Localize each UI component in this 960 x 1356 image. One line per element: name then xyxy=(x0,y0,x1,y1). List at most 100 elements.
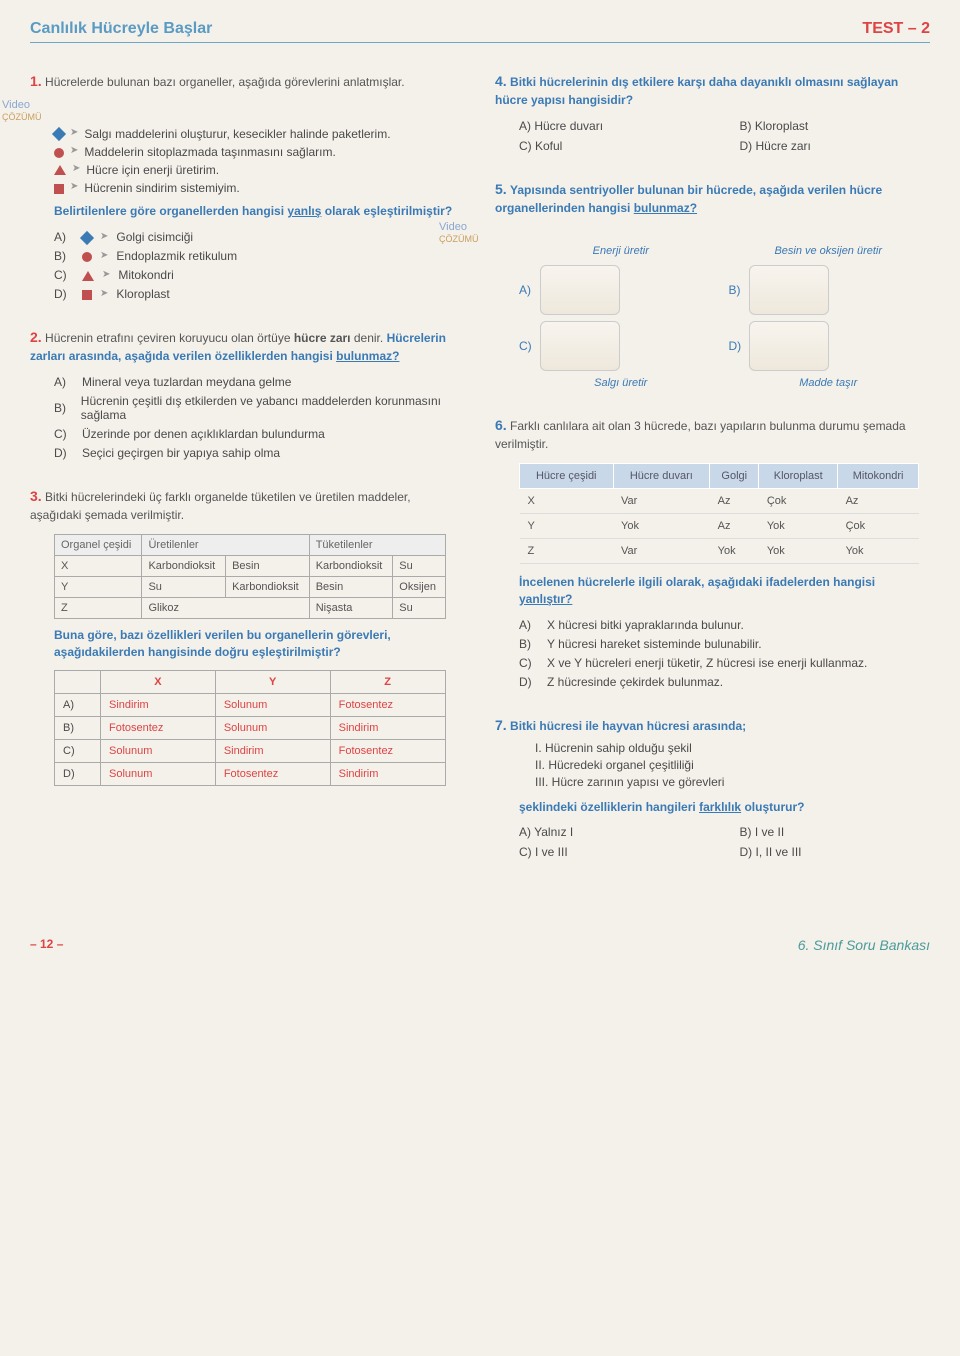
q5-c1: Enerji üretir xyxy=(519,245,723,257)
opt-label: B) xyxy=(519,637,539,651)
cell: Solunum xyxy=(215,717,330,740)
cell: Yok xyxy=(759,514,838,539)
q4-b: Kloroplast xyxy=(755,119,808,133)
q3-answer-table: X Y Z A)SindirimSolunumFotosentez B)Foto… xyxy=(54,670,446,786)
opt-label: C) xyxy=(54,427,74,441)
q6-p1: İncelenen hücrelerle ilgili olarak, aşağ… xyxy=(519,575,875,589)
cell: Su xyxy=(393,555,445,576)
cell: Karbondioksit xyxy=(309,555,393,576)
right-column: 4. Bitki hücrelerinin dış etkilere karşı… xyxy=(495,73,930,887)
q2-opt-b: B)Hücrenin çeşitli dış etkilerden ve yab… xyxy=(54,394,465,422)
cell: Besin xyxy=(226,555,310,576)
q6-d: Z hücresinde çekirdek bulunmaz. xyxy=(547,675,723,689)
cell: Solunum xyxy=(100,740,215,763)
cell: Yok xyxy=(838,539,919,564)
q1-b: Endoplazmik retikulum xyxy=(116,249,237,263)
q1-opt-c: C)➤Mitokondri xyxy=(54,268,465,282)
cell: A) xyxy=(55,694,101,717)
cell: Az xyxy=(838,489,919,514)
q7-num: 7. xyxy=(495,717,507,733)
cell: Fotosentez xyxy=(330,694,445,717)
q2-tu: bulunmaz? xyxy=(336,349,399,363)
cell xyxy=(55,671,101,694)
q6-th1: Hücre çeşidi xyxy=(520,464,614,489)
q3-th1: Organel çeşidi xyxy=(55,534,142,555)
organelle-icon xyxy=(749,265,829,315)
q1-prompt: Belirtilenlere göre organellerden hangis… xyxy=(54,203,465,220)
question-7: 7. Bitki hücresi ile hayvan hücresi aras… xyxy=(495,717,930,860)
q2-tb: hücre zarı xyxy=(294,331,351,345)
q7-a: Yalnız I xyxy=(534,825,573,839)
q4-opt-d: D) Hücre zarı xyxy=(740,139,931,153)
cell: X xyxy=(55,555,142,576)
table-row: X Karbondioksit Besin Karbondioksit Su xyxy=(55,555,446,576)
arrow-icon: ➤ xyxy=(70,145,78,156)
q6-options: A)X hücresi bitki yapraklarında bulunur.… xyxy=(519,618,930,689)
cell: Y xyxy=(520,514,614,539)
organelle-icon xyxy=(540,321,620,371)
opt-label: D) xyxy=(54,287,74,301)
q2-a: Mineral veya tuzlardan meydana gelme xyxy=(82,375,291,389)
q5-lc: C) xyxy=(519,339,532,353)
q7-roman: I. Hücrenin sahip olduğu şekil II. Hücre… xyxy=(535,741,930,789)
q1-b4-text: Hücrenin sindirim sistemiyim. xyxy=(84,181,239,195)
square-icon xyxy=(54,184,64,194)
cell: Var xyxy=(613,489,710,514)
q5-c4: Madde taşır xyxy=(727,377,931,389)
q2-t2: denir. xyxy=(351,331,387,345)
q2-text: Hücrenin etrafını çeviren koruyucu olan … xyxy=(30,331,446,363)
cell: Besin xyxy=(309,576,393,597)
q4-c: Koful xyxy=(535,139,562,153)
footer-bank: 6. Sınıf Soru Bankası xyxy=(798,937,930,953)
cell: Sindirim xyxy=(330,717,445,740)
q6-table: Hücre çeşidi Hücre duvarı Golgi Kloropla… xyxy=(519,463,919,564)
table-row: ZVarYokYokYok xyxy=(520,539,919,564)
q1-b2: ➤ Maddelerin sitoplazmada taşınmasını sağ… xyxy=(54,145,465,159)
square-icon xyxy=(82,290,92,300)
video-sub-text: ÇÖZÜMÜ xyxy=(439,234,479,244)
page-footer: – 12 – 6. Sınıf Soru Bankası xyxy=(30,927,930,953)
q5-captions-bot: Salgı üretir Madde taşır xyxy=(519,377,930,389)
q7-iii: III. Hücre zarının yapısı ve görevleri xyxy=(535,775,930,789)
video-label-text: Video xyxy=(2,99,30,111)
q4-d: Hücre zarı xyxy=(756,139,811,153)
q1-opt-a: A)➤Golgi cisimciği xyxy=(54,230,465,244)
q5-ld: D) xyxy=(729,339,742,353)
q2-opt-c: C)Üzerinde por denen açıklıklardan bulun… xyxy=(54,427,465,441)
organelle-icon xyxy=(540,265,620,315)
cell: Karbondioksit xyxy=(226,576,310,597)
arrow-icon: ➤ xyxy=(70,181,78,192)
q6-a: X hücresi bitki yapraklarında bulunur. xyxy=(547,618,744,632)
q3-prompt: Buna göre, bazı özellikleri verilen bu o… xyxy=(54,627,465,661)
cell: Çok xyxy=(759,489,838,514)
cell: B) xyxy=(55,717,101,740)
cell: Solunum xyxy=(100,763,215,786)
circle-icon xyxy=(82,252,92,262)
question-1: 1. Hücrelerde bulunan bazı organeller, a… xyxy=(30,73,465,301)
question-4: 4. Bitki hücrelerinin dış etkilere karşı… xyxy=(495,73,930,153)
q6-opt-c: C)X ve Y hücreleri enerji tüketir, Z hüc… xyxy=(519,656,930,670)
cell: Nişasta xyxy=(309,597,393,618)
q5-c3: Salgı üretir xyxy=(519,377,723,389)
q7-options: A) Yalnız I B) I ve II C) I ve III D) I,… xyxy=(519,825,930,859)
cell: Glikoz xyxy=(142,597,309,618)
table-row: X Y Z xyxy=(55,671,446,694)
q2-t1: Hücrenin etrafını çeviren koruyucu olan … xyxy=(45,331,294,345)
table-row: Y Su Karbondioksit Besin Oksijen xyxy=(55,576,446,597)
diamond-icon xyxy=(52,127,66,141)
q7-pu: farklılık xyxy=(699,800,741,814)
cell: Yok xyxy=(759,539,838,564)
q1-b2-text: Maddelerin sitoplazmada taşınmasını sağl… xyxy=(84,145,335,159)
q7-p2: oluşturur? xyxy=(741,800,804,814)
header-test: TEST – 2 xyxy=(862,20,930,38)
header-title: Canlılık Hücreyle Başlar xyxy=(30,20,212,38)
q2-opt-a: A)Mineral veya tuzlardan meydana gelme xyxy=(54,375,465,389)
arrow-icon: ➤ xyxy=(102,269,110,280)
q3-hy: Y xyxy=(215,671,330,694)
q6-opt-b: B)Y hücresi hareket sisteminde bulunabil… xyxy=(519,637,930,651)
q3-th2: Üretilenler xyxy=(142,534,309,555)
cell: Y xyxy=(55,576,142,597)
q1-a: Golgi cisimciği xyxy=(116,230,193,244)
q3-hx: X xyxy=(100,671,215,694)
cell: Çok xyxy=(838,514,919,539)
